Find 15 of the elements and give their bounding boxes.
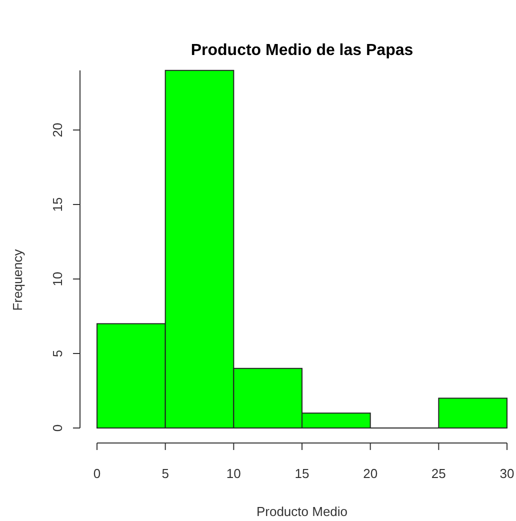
x-axis-title: Producto Medio xyxy=(256,504,348,519)
y-tick-label: 0 xyxy=(50,424,65,432)
x-tick-label: 0 xyxy=(93,466,101,481)
x-tick-label: 30 xyxy=(500,466,514,481)
y-tick-label: 10 xyxy=(50,272,65,286)
y-tick-label: 15 xyxy=(50,197,65,212)
x-tick-label: 20 xyxy=(363,466,378,481)
x-tick-label: 25 xyxy=(431,466,446,481)
x-tick-label: 5 xyxy=(162,466,169,481)
y-axis-title: Frequency xyxy=(10,248,25,311)
y-tick-label: 20 xyxy=(50,122,65,138)
x-tick-label: 10 xyxy=(226,466,241,481)
chart-title: Producto Medio de las Papas xyxy=(190,42,414,59)
y-tick-label: 5 xyxy=(50,350,65,358)
x-tick-label: 15 xyxy=(294,466,310,481)
